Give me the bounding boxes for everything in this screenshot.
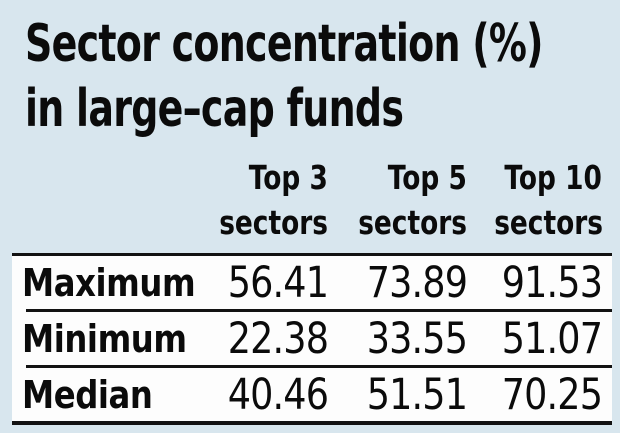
value-maximum-top10: 91.53 (501, 257, 603, 308)
value-minimum-top5: 33.55 (366, 313, 468, 364)
table-row-maximum: Maximum 56.41 73.89 91.53 (12, 256, 612, 309)
value-median-top3: 40.46 (227, 369, 329, 420)
value-minimum-top10: 51.07 (501, 313, 603, 364)
chart-title-line-2: in large–cap funds (25, 79, 404, 139)
header-cell-empty (12, 155, 182, 245)
header-cell-top3: Top 3 sectors (182, 155, 328, 245)
value-median-top5: 51.51 (366, 369, 468, 420)
row-label-median: Median (22, 372, 153, 417)
row-label-minimum: Minimum (22, 316, 187, 361)
chart-title-line-1: Sector concentration (%) (25, 14, 544, 74)
table-row-median: Median 40.46 51.51 70.25 (12, 368, 612, 421)
header-top5-line2: sectors (358, 203, 467, 242)
row-label-maximum: Maximum (22, 260, 196, 305)
header-top3-line2: sectors (219, 203, 328, 242)
header-top10-line1: Top 10 (504, 158, 602, 197)
value-minimum-top3: 22.38 (227, 313, 329, 364)
header-top3-line1: Top 3 (248, 158, 328, 197)
table-row-minimum: Minimum 22.38 33.55 51.07 (12, 312, 612, 365)
header-top5-line1: Top 5 (387, 158, 467, 197)
table-body: Maximum 56.41 73.89 91.53 Minimum 22.38 … (12, 253, 612, 425)
value-maximum-top5: 73.89 (366, 257, 468, 308)
chart-title: Sector concentration (%) in large–cap fu… (25, 12, 544, 142)
table-header-row: Top 3 sectors Top 5 sectors Top 10 secto… (12, 155, 612, 245)
value-median-top10: 70.25 (501, 369, 603, 420)
header-cell-top5: Top 5 sectors (328, 155, 467, 245)
row-divider-1 (26, 309, 612, 312)
row-divider-2 (26, 365, 612, 368)
header-top10-line2: sectors (494, 203, 603, 242)
value-maximum-top3: 56.41 (227, 257, 329, 308)
header-cell-top10: Top 10 sectors (467, 155, 603, 245)
